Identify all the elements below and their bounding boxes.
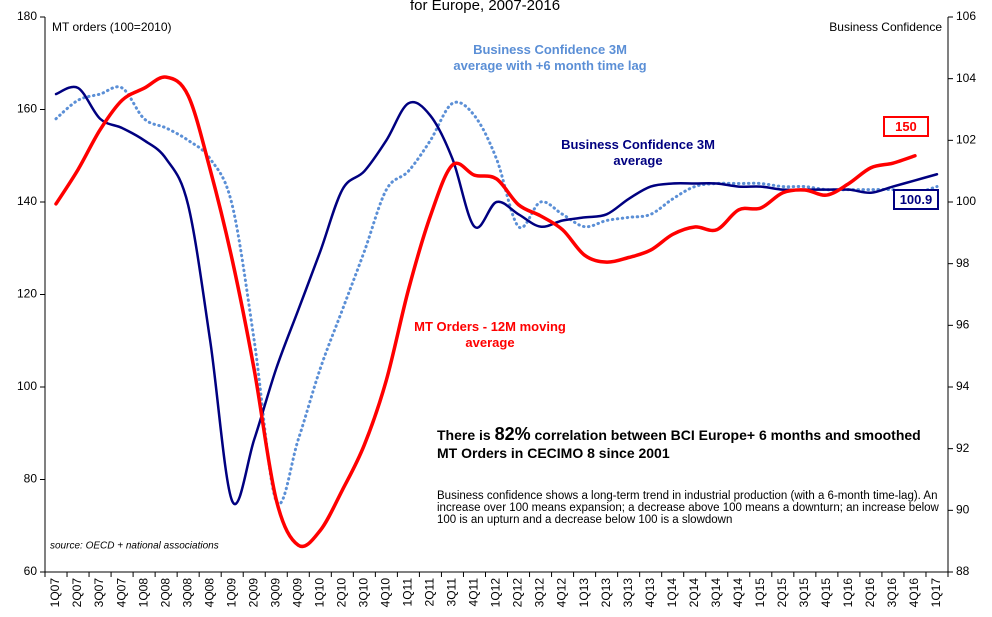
series-label: Business Confidence 3M average with +6 m… (453, 42, 647, 73)
y2-tick-label: 96 (956, 318, 970, 332)
x-tick-label: 4Q16 (907, 578, 921, 608)
end-label: 100.9 (892, 189, 939, 211)
x-tick-label: 3Q08 (180, 578, 194, 608)
x-tick-label: 2Q08 (158, 578, 172, 608)
x-tick-label: 4Q11 (467, 578, 481, 607)
y-tick-label: 160 (17, 102, 37, 116)
x-tick-label: 3Q12 (533, 578, 547, 608)
y2-tick-label: 104 (956, 71, 976, 85)
series-line (54, 75, 917, 549)
x-tick-label: 2Q07 (70, 578, 84, 608)
y2-tick-label: 106 (956, 9, 976, 23)
x-tick-label: 1Q16 (841, 578, 855, 608)
x-tick-label: 3Q16 (885, 578, 899, 608)
x-tick-label: 2Q16 (863, 578, 877, 608)
x-tick-label: 1Q09 (224, 578, 238, 608)
x-tick-label: 1Q15 (753, 578, 767, 608)
x-tick-label: 3Q10 (357, 578, 371, 608)
description-note: Business confidence shows a long-term tr… (437, 490, 939, 526)
x-tick-label: 1Q14 (665, 578, 679, 608)
x-tick-label: 2Q12 (511, 578, 525, 608)
x-tick-label: 1Q17 (929, 578, 943, 608)
x-tick-label: 2Q10 (335, 578, 349, 608)
y2-tick-label: 88 (956, 564, 970, 578)
x-tick-label: 2Q14 (687, 578, 701, 608)
correlation-part: There is (437, 427, 495, 443)
correlation-note: There is 82% correlation between BCI Eur… (437, 425, 937, 462)
x-tick-label: 3Q07 (92, 578, 106, 608)
x-tick-label: 1Q11 (401, 578, 415, 607)
y2-tick-label: 92 (956, 441, 970, 455)
x-tick-label: 4Q13 (643, 578, 657, 608)
x-tick-label: 1Q13 (577, 578, 591, 608)
x-tick-label: 4Q12 (555, 578, 569, 608)
y-tick-label: 80 (24, 472, 38, 486)
x-tick-label: 2Q13 (599, 578, 613, 608)
y2-tick-label: 94 (956, 379, 970, 393)
y-tick-label: 120 (17, 287, 37, 301)
x-tick-label: 4Q14 (731, 578, 745, 608)
x-tick-label: 3Q14 (709, 578, 723, 608)
x-tick-label: 4Q07 (114, 578, 128, 608)
correlation-part: correlation between BCI Europe+ 6 months… (437, 427, 921, 461)
source-note: source: OECD + national associations (50, 541, 219, 552)
y2-tick-label: 98 (956, 256, 970, 270)
x-tick-label: 1Q08 (136, 578, 150, 608)
x-tick-label: 4Q09 (290, 578, 304, 608)
y2-tick-label: 100 (956, 194, 976, 208)
y-tick-label: 180 (17, 9, 37, 23)
x-tick-label: 3Q15 (797, 578, 811, 608)
y-tick-label: 100 (17, 379, 37, 393)
x-tick-label: 3Q09 (268, 578, 282, 608)
x-tick-label: 3Q11 (445, 578, 459, 607)
y2-axis-label: Business Confidence (829, 20, 942, 34)
y-tick-label: 140 (17, 194, 37, 208)
series-line (54, 85, 939, 506)
end-label: 150 (882, 115, 929, 137)
y2-tick-label: 90 (956, 503, 970, 517)
series-label: MT Orders - 12M moving average (414, 319, 566, 350)
x-tick-label: 2Q15 (775, 578, 789, 608)
y-tick-label: 60 (24, 564, 38, 578)
x-tick-label: 1Q10 (312, 578, 326, 608)
x-tick-label: 1Q12 (489, 578, 503, 608)
x-tick-label: 3Q13 (621, 578, 635, 608)
x-tick-label: 4Q08 (202, 578, 216, 608)
x-tick-label: 1Q07 (48, 578, 62, 608)
series-line (54, 85, 939, 506)
x-tick-label: 4Q15 (819, 578, 833, 608)
correlation-part: 82% (494, 424, 531, 444)
x-tick-label: 2Q11 (423, 578, 437, 607)
x-tick-label: 2Q09 (246, 578, 260, 608)
series-label: Business Confidence 3M average (561, 137, 715, 168)
y2-tick-label: 102 (956, 133, 976, 147)
chart-title: for Europe, 2007-2016 (410, 0, 560, 14)
x-tick-label: 4Q10 (379, 578, 393, 608)
y-axis-label: MT orders (100=2010) (52, 20, 172, 34)
